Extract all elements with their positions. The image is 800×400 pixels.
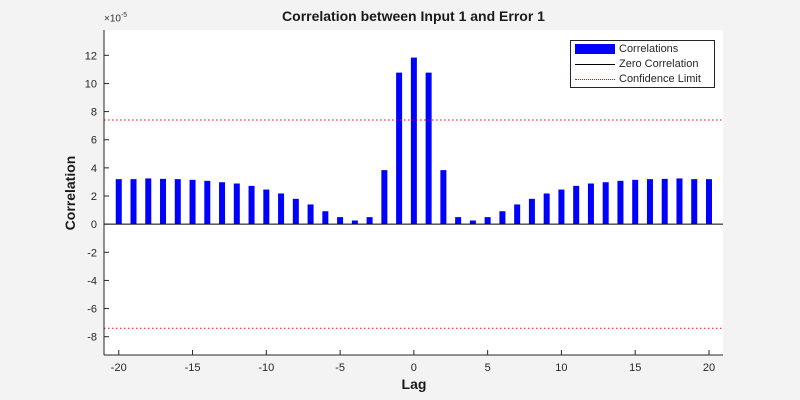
correlation-bar xyxy=(573,185,580,225)
legend-item-zero-correlation: Zero Correlation xyxy=(575,57,698,71)
correlation-bar xyxy=(366,217,373,225)
correlation-bar xyxy=(130,179,137,225)
legend[interactable]: Correlations Zero Correlation Confidence… xyxy=(570,40,715,88)
x-tick-label: 0 xyxy=(411,362,417,374)
x-axis-label: Lag xyxy=(401,376,427,392)
correlation-bar xyxy=(292,198,299,225)
correlation-bar xyxy=(676,178,683,225)
y-tick-label: -6 xyxy=(87,304,97,316)
correlation-bar xyxy=(617,180,624,225)
correlation-bar xyxy=(160,178,167,225)
x-tick-label: 5 xyxy=(485,362,491,374)
correlation-bar xyxy=(632,179,639,225)
correlation-bar xyxy=(263,189,270,225)
correlation-bar xyxy=(174,179,181,225)
y-tick-label: 2 xyxy=(91,191,97,203)
correlation-bar xyxy=(484,217,491,225)
x-tick-label: 15 xyxy=(629,362,641,374)
correlation-bar xyxy=(145,178,152,225)
correlation-bar xyxy=(661,178,668,225)
correlation-bar xyxy=(558,189,565,225)
y-tick-label: 4 xyxy=(91,163,97,175)
correlation-bar xyxy=(602,182,609,225)
legend-item-correlations: Correlations xyxy=(575,42,678,56)
correlation-bar xyxy=(499,211,506,225)
chart-title: Correlation between Input 1 and Error 1 xyxy=(282,8,545,24)
correlation-bar xyxy=(115,179,122,225)
correlation-bar xyxy=(440,170,447,225)
correlation-bar xyxy=(189,179,196,225)
x-tick-label: 20 xyxy=(703,362,715,374)
y-tick-label: 8 xyxy=(91,107,97,119)
x-tick-label: -5 xyxy=(335,362,345,374)
correlation-bar xyxy=(543,193,550,225)
dotted-line-icon xyxy=(575,74,615,84)
correlation-bar xyxy=(469,220,476,225)
correlation-bar xyxy=(381,170,388,225)
correlation-bar xyxy=(587,183,594,225)
x-tick-label: -20 xyxy=(111,362,127,374)
correlation-bar xyxy=(337,217,344,225)
x-tick-label: 10 xyxy=(555,362,567,374)
y-tick-label: 12 xyxy=(85,50,97,62)
correlation-bar xyxy=(307,204,314,225)
correlation-bar xyxy=(219,182,226,225)
correlation-bar xyxy=(322,211,329,225)
y-axis-label: Correlation xyxy=(62,155,78,231)
y-tick-label: -8 xyxy=(87,332,97,344)
correlation-bar xyxy=(410,57,417,225)
correlation-bar xyxy=(514,204,521,225)
y-tick-label: -2 xyxy=(87,247,97,259)
correlation-bar xyxy=(646,179,653,225)
y-tick-label: 0 xyxy=(91,219,97,231)
y-exponent-label: ×10-5 xyxy=(104,12,128,25)
correlation-bar xyxy=(233,183,240,225)
legend-item-confidence-limit: Confidence Limit xyxy=(575,72,701,86)
x-tick-label: -15 xyxy=(185,362,201,374)
correlation-bar xyxy=(528,198,535,225)
correlation-bar xyxy=(351,220,358,225)
correlation-bar xyxy=(705,179,712,225)
correlation-bar xyxy=(425,72,432,225)
correlation-bar xyxy=(691,179,698,225)
solid-line-icon xyxy=(575,59,615,69)
correlation-bar xyxy=(455,217,462,225)
y-tick-label: 6 xyxy=(91,135,97,147)
correlation-bar xyxy=(204,180,211,225)
bar-swatch-icon xyxy=(575,44,615,54)
y-tick-label: 10 xyxy=(85,78,97,90)
correlation-bar xyxy=(278,193,285,225)
x-tick-label: -10 xyxy=(258,362,274,374)
y-tick-label: -4 xyxy=(87,275,97,287)
correlation-bar xyxy=(396,72,403,225)
correlation-bar xyxy=(248,185,255,225)
